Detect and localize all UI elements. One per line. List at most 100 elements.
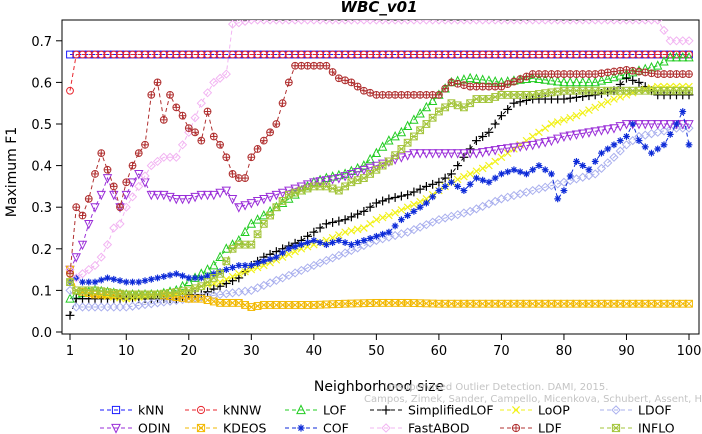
data-point-lof — [603, 73, 613, 83]
data-point-simplifiedlof — [522, 96, 531, 105]
data-point-cof — [266, 255, 274, 263]
data-point-fastabod — [509, 20, 519, 25]
data-point-knnw — [503, 50, 512, 59]
data-point-odin — [496, 145, 507, 155]
data-point-inflo — [535, 90, 543, 98]
legend-item-inflo: INFLO — [600, 421, 675, 434]
data-point-inflo — [378, 161, 387, 170]
data-point-kdeos — [347, 299, 356, 308]
series-ldf — [66, 61, 693, 278]
legend-item-knnw: kNNW — [185, 403, 261, 418]
data-point-cof — [347, 241, 355, 249]
data-point-odin — [665, 120, 675, 130]
data-point-odin — [177, 194, 188, 205]
series-cof — [66, 108, 693, 286]
data-point-fastabod — [465, 20, 475, 25]
data-point-simplifiedlof — [65, 310, 75, 320]
data-point-fastabod — [434, 20, 444, 25]
data-point-odin — [121, 190, 131, 201]
data-point-ldof — [415, 222, 425, 232]
data-point-fastabod — [609, 20, 619, 25]
data-point-odin — [84, 219, 94, 230]
data-point-fastabod — [640, 20, 650, 25]
data-point-inflo — [128, 290, 137, 299]
data-point-knnw — [553, 50, 562, 59]
data-point-fastabod — [140, 171, 150, 181]
data-point-loop — [610, 95, 618, 103]
data-point-fastabod — [353, 20, 363, 25]
data-point-ldof — [671, 123, 682, 133]
data-point-odin — [215, 188, 225, 199]
data-point-cof — [416, 203, 424, 211]
data-point-simplifiedlof — [359, 206, 369, 216]
data-point-ldf — [453, 79, 462, 88]
data-point-loop — [353, 225, 362, 234]
data-point-kdeos — [191, 294, 199, 303]
data-point-odin — [659, 120, 669, 130]
data-point-odin — [490, 146, 500, 156]
data-point-knnw — [247, 50, 256, 59]
legend-label-cof: COF — [323, 421, 349, 434]
data-point-fastabod — [378, 20, 388, 25]
data-point-cof — [679, 108, 687, 115]
data-point-ldof — [590, 169, 600, 179]
data-point-cof — [372, 232, 380, 240]
legend-marker-loop — [511, 405, 521, 415]
data-point-inflo — [216, 269, 224, 278]
data-point-knnw — [328, 50, 337, 59]
data-point-inflo — [366, 170, 375, 178]
data-point-ldof — [346, 245, 356, 256]
data-point-odin — [590, 127, 600, 137]
data-point-odin — [421, 149, 432, 159]
x-tick-label: 90 — [618, 344, 635, 359]
data-point-fastabod — [246, 20, 256, 25]
data-point-knnw — [216, 50, 224, 59]
data-point-knnw — [209, 50, 218, 59]
data-point-knnw — [122, 50, 131, 59]
data-point-fastabod — [302, 20, 313, 25]
data-point-lof — [615, 70, 625, 80]
data-point-simplifiedlof — [403, 190, 413, 200]
data-point-fastabod — [340, 20, 350, 25]
data-point-inflo — [159, 289, 168, 298]
data-point-knnw — [453, 50, 462, 59]
data-point-knnw — [560, 50, 568, 59]
data-point-simplifiedlof — [465, 144, 475, 154]
data-point-ldof — [84, 302, 94, 312]
data-point-ldof — [109, 302, 119, 312]
data-point-inflo — [166, 288, 174, 297]
data-point-ldof — [290, 268, 300, 278]
data-point-knnw — [78, 50, 87, 59]
data-point-ldf — [610, 67, 618, 76]
data-point-loop — [566, 113, 575, 122]
data-point-ldf — [272, 120, 281, 128]
data-point-fastabod — [190, 113, 200, 123]
data-point-loop — [228, 272, 237, 281]
data-point-fastabod — [503, 20, 513, 25]
data-point-fastabod — [84, 264, 94, 275]
data-point-cof — [566, 172, 574, 180]
data-point-kdeos — [641, 299, 650, 308]
data-point-lof — [409, 114, 419, 124]
data-point-cof — [147, 275, 155, 283]
data-point-ldof — [628, 136, 638, 146]
data-point-lof — [240, 226, 250, 237]
data-point-ldf — [203, 107, 212, 116]
data-point-cof — [460, 187, 468, 194]
data-point-ldf — [228, 170, 237, 178]
legend-label-kdeos: KDEOS — [223, 421, 267, 434]
data-point-fastabod — [127, 192, 138, 202]
y-tick-label: 0.7 — [31, 35, 52, 50]
data-point-inflo — [328, 184, 337, 193]
data-point-ldf — [209, 132, 218, 141]
legend-item-lof: LOF — [285, 403, 347, 418]
data-point-odin — [346, 170, 357, 180]
data-point-ldf — [109, 182, 118, 191]
data-point-ldf — [222, 153, 231, 162]
data-point-cof — [204, 272, 211, 280]
data-point-odin — [165, 192, 175, 203]
data-point-cof — [179, 272, 186, 280]
data-point-cof — [85, 278, 93, 286]
data-point-inflo — [503, 90, 512, 99]
data-point-fastabod — [90, 260, 100, 271]
